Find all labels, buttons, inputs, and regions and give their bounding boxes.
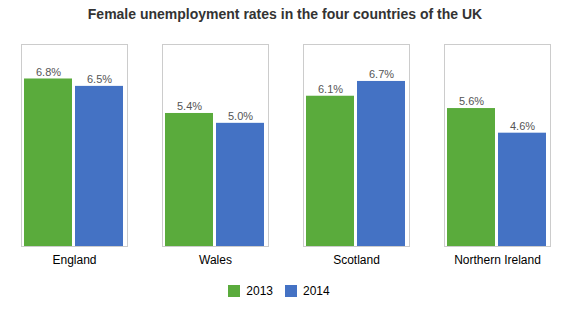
svg-text:6.8%: 6.8% [36, 66, 61, 78]
svg-text:6.1%: 6.1% [318, 83, 343, 95]
svg-text:6.7%: 6.7% [369, 68, 394, 80]
html-text:Female unemployment rates in t: Female unemployment rates in the four co… [87, 6, 483, 22]
svg-text:Scotland: Scotland [333, 253, 380, 267]
svg-text:5.0%: 5.0% [228, 110, 253, 122]
svg-text:England: England [52, 253, 96, 267]
html-text:2013: 2013 [246, 283, 273, 298]
svg-text:5.4%: 5.4% [177, 100, 202, 112]
html-text:2014: 2014 [303, 283, 330, 298]
svg-text:Wales: Wales [199, 253, 232, 267]
svg-text:5.6%: 5.6% [459, 95, 484, 107]
svg-text:Northern Ireland: Northern Ireland [454, 253, 541, 267]
svg-text:4.6%: 4.6% [510, 120, 535, 132]
svg-text:6.5%: 6.5% [87, 73, 112, 85]
